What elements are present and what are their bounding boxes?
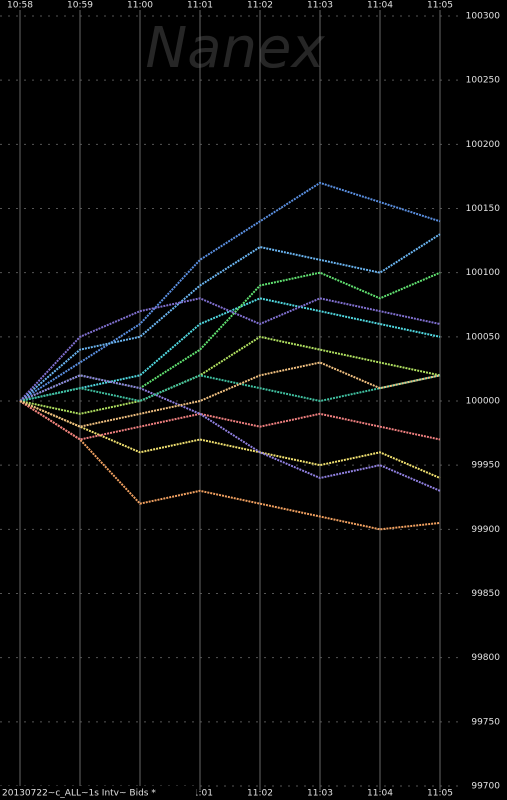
series-line: [19, 400, 441, 441]
x-tick-label-bottom: 11:04: [367, 789, 393, 799]
series-line: [19, 374, 441, 403]
x-tick-label-bottom: 11:03: [307, 789, 333, 799]
x-tick-label: 10:58: [7, 1, 33, 11]
series-line: [19, 335, 441, 415]
x-tick-label: 11:04: [367, 1, 393, 11]
x-tick-label: 11:01: [187, 1, 213, 11]
x-tick-label-bottom: 11:05: [427, 789, 453, 799]
y-tick-label: 99700: [471, 782, 500, 792]
series-line: [19, 374, 441, 492]
x-tick-label: 11:00: [127, 1, 153, 11]
series-line: [19, 400, 441, 479]
x-tick-label: 11:03: [307, 1, 333, 11]
caption-bg: [0, 786, 196, 800]
y-tick-label: 100300: [466, 12, 501, 22]
y-tick-label: 100250: [466, 76, 501, 86]
x-tick-label-bottom: 11:01: [187, 789, 213, 799]
series-line: [19, 233, 441, 402]
watermark: Nanex: [145, 16, 325, 81]
series-line: [19, 361, 441, 428]
series-line: [19, 181, 441, 402]
y-tick-label: 100000: [466, 397, 501, 407]
y-tick-label: 100150: [466, 204, 501, 214]
y-tick-label: 99900: [471, 525, 500, 535]
y-tick-label: 99950: [471, 461, 500, 471]
y-tick-label: 100100: [466, 268, 501, 278]
y-tick-label: 99850: [471, 589, 500, 599]
y-tick-label: 100050: [466, 332, 501, 342]
series-line: [19, 297, 441, 402]
x-tick-label-bottom: 11:02: [247, 789, 273, 799]
x-tick-label: 11:02: [247, 1, 273, 11]
x-tick-label: 11:05: [427, 1, 453, 11]
caption: 20130722~c_ALL~1s Intv~ Bids *: [2, 789, 156, 799]
x-tick-label: 10:59: [67, 1, 93, 11]
series-line: [19, 400, 441, 531]
y-tick-label: 100200: [466, 140, 501, 150]
y-tick-label: 99750: [471, 717, 500, 727]
y-tick-label: 99800: [471, 653, 500, 663]
